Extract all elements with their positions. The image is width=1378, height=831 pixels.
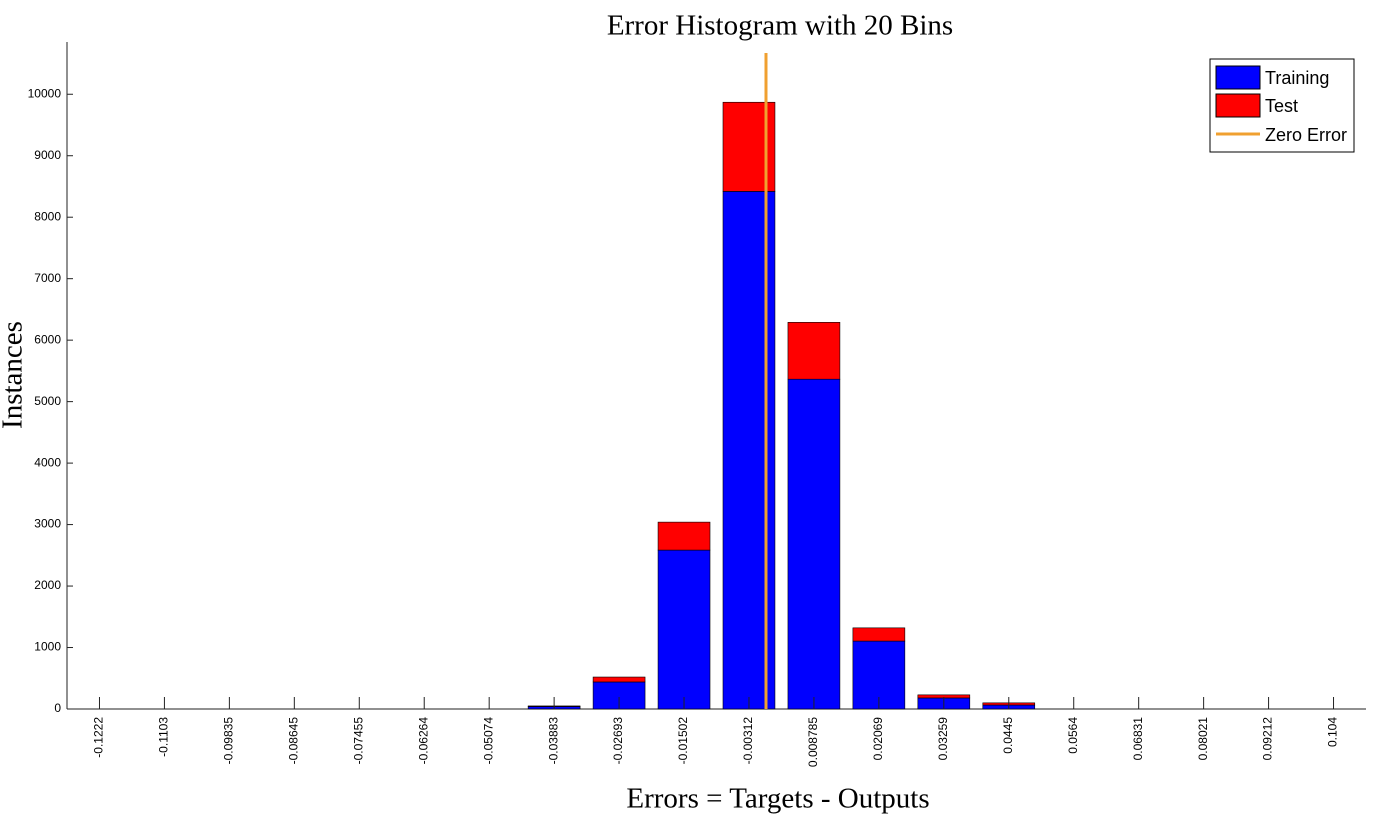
x-tick-label: -0.01502	[676, 717, 690, 765]
bar-segment	[657, 549, 711, 710]
y-tick-label: 1000	[34, 640, 61, 654]
bar-segment	[787, 378, 841, 710]
bar-segment	[852, 627, 906, 642]
x-tick-label: -0.02693	[611, 717, 625, 765]
y-tick-label: 0	[54, 701, 61, 715]
x-axis-label: Errors = Targets - Outputs	[626, 783, 929, 815]
y-tick-label: 4000	[34, 455, 61, 469]
x-tick-label: -0.00312	[741, 717, 755, 765]
x-tick-label: 0.0564	[1066, 717, 1080, 754]
y-tick-label: 3000	[34, 517, 61, 531]
x-tick-label: -0.1103	[157, 717, 171, 757]
chart-title: Error Histogram with 20 Bins	[607, 10, 953, 42]
x-tick-label: 0.104	[1326, 717, 1340, 747]
x-tick-label: 0.0445	[1001, 717, 1015, 754]
y-tick-label: 10000	[28, 86, 62, 100]
x-tick-label: 0.09212	[1261, 717, 1275, 761]
x-tick-label: 0.008785	[806, 717, 820, 767]
x-tick-label: 0.02069	[871, 717, 885, 761]
x-tick-label: 0.06831	[1131, 717, 1145, 761]
x-tick-label: -0.03883	[546, 717, 560, 765]
x-tick-label: 0.08021	[1196, 717, 1210, 761]
y-axis-label: Instances	[0, 321, 29, 429]
x-tick-label: -0.07455	[351, 717, 365, 765]
y-tick-label: 9000	[34, 148, 61, 162]
y-tick-label: 7000	[34, 271, 61, 285]
bar-segment	[592, 676, 646, 683]
bar-segment	[657, 521, 711, 551]
x-tick-label: -0.05074	[481, 717, 495, 765]
x-tick-label: -0.08645	[286, 717, 300, 765]
x-tick-label: -0.06264	[416, 717, 430, 765]
y-tick-label: 6000	[34, 332, 61, 346]
legend-swatch	[1215, 65, 1261, 90]
legend-swatch	[1215, 93, 1261, 118]
x-tick-label: -0.09835	[222, 717, 236, 765]
y-tick-label: 8000	[34, 209, 61, 223]
y-tick-label: 5000	[34, 394, 61, 408]
legend-label: Test	[1265, 96, 1298, 116]
y-tick-label: 2000	[34, 578, 61, 592]
x-tick-label: -0.1222	[92, 717, 106, 758]
x-tick-label: 0.03259	[936, 717, 950, 761]
bar-segment	[787, 322, 841, 380]
legend-label: Zero Error	[1265, 125, 1347, 145]
legend-label: Training	[1265, 68, 1329, 88]
